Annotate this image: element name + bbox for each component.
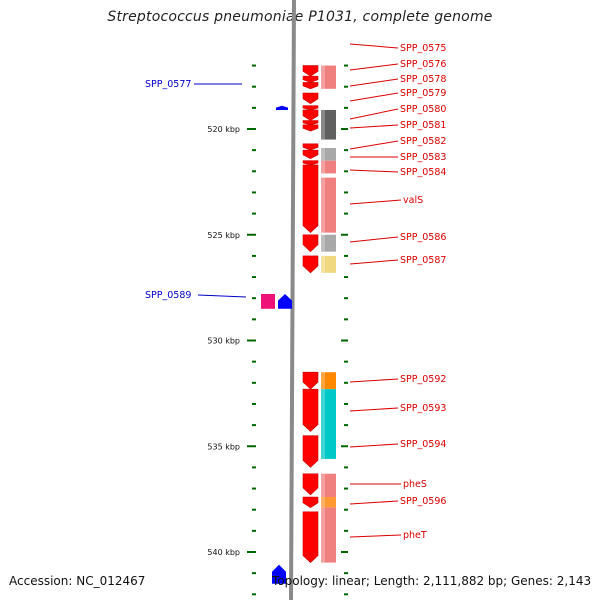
- accession-text: Accession: NC_012467: [9, 574, 146, 588]
- forward-gene-arrow: [302, 75, 319, 83]
- forward-gene-arrow: [302, 143, 319, 151]
- gene-label[interactable]: pheS: [403, 479, 427, 490]
- feature-block: [321, 507, 336, 563]
- gene-label[interactable]: SPP_0596: [400, 496, 446, 507]
- gene-labels[interactable]: SPP_0575 SPP_0576 SPP_0578 SPP_0579 SPP_0580…: [145, 43, 446, 541]
- forward-gene-arrow: [302, 164, 319, 234]
- gene-label[interactable]: SPP_0580: [400, 104, 446, 115]
- forward-gene-arrow: [302, 65, 319, 77]
- feature-block-highlight: [321, 234, 325, 252]
- gene-label[interactable]: SPP_0592: [400, 374, 446, 385]
- label-leader-line: [349, 124, 399, 129]
- label-leader-line: [349, 534, 402, 538]
- forward-gene-arrow: [302, 82, 319, 90]
- gene-label[interactable]: SPP_0582: [400, 136, 446, 147]
- label-leader-line: [349, 108, 399, 120]
- gene-label[interactable]: SPP_0575: [400, 43, 446, 54]
- forward-gene-arrow: [302, 234, 319, 253]
- forward-gene-arrow: [302, 105, 319, 111]
- feature-block-highlight: [321, 177, 325, 233]
- forward-gene-arrow: [302, 511, 319, 563]
- forward-gene-arrow: [302, 109, 319, 121]
- reverse-feature-block: [261, 293, 275, 309]
- gene-label[interactable]: SPP_0589: [145, 290, 191, 301]
- forward-gene-arrow: [302, 124, 319, 132]
- label-leader-line: [349, 199, 402, 205]
- genome-title: Streptococcus pneumoniae P1031, complete…: [107, 9, 493, 25]
- feature-block: [321, 497, 336, 508]
- gene-label[interactable]: SPP_0576: [400, 59, 446, 70]
- feature-block-highlight: [321, 65, 325, 89]
- scale-ruler: 520 kbp 525 kbp 530 kbp 535 kbp 540 kbp: [207, 64, 348, 596]
- forward-gene-arrow: [302, 149, 319, 159]
- scale-label: 540 kbp: [207, 548, 240, 557]
- gene-label[interactable]: SPP_0578: [400, 74, 446, 85]
- feature-block: [321, 389, 336, 459]
- forward-gene-arrow: [302, 160, 319, 166]
- gene-label[interactable]: SPP_0581: [400, 120, 446, 131]
- feature-block: [321, 148, 336, 161]
- label-leader-line: [349, 259, 399, 265]
- feature-block-highlight: [321, 497, 325, 508]
- gene-label[interactable]: pheT: [403, 530, 427, 541]
- scale-label: 535 kbp: [207, 442, 240, 451]
- feature-block: [321, 109, 336, 140]
- label-leader-line: [349, 92, 399, 102]
- feature-block: [321, 473, 336, 498]
- forward-gene-arrow: [302, 120, 319, 126]
- forward-gene-arrow: [302, 255, 319, 274]
- forward-gene-arrow: [302, 496, 319, 508]
- reverse-gene-arrow: [278, 293, 292, 309]
- feature-block-highlight: [321, 389, 325, 459]
- gene-label[interactable]: SPP_0579: [400, 88, 446, 99]
- gene-label[interactable]: SPP_0587: [400, 255, 446, 266]
- topology-text: Topology: linear; Length: 2,111,882 bp; …: [272, 574, 592, 588]
- label-leader-line: [349, 140, 399, 150]
- feature-block: [321, 160, 336, 174]
- label-leader-line: [349, 169, 399, 173]
- label-leader-line: [349, 78, 399, 87]
- feature-block: [321, 372, 336, 390]
- label-leader-line: [349, 43, 399, 49]
- label-leader-line: [349, 443, 399, 448]
- feature-block: [321, 177, 336, 233]
- feature-block-highlight: [321, 507, 325, 563]
- label-leader-line: [349, 378, 399, 383]
- gene-label[interactable]: valS: [403, 195, 423, 206]
- scale-label: 520 kbp: [207, 125, 240, 134]
- label-leader-line: [349, 500, 399, 505]
- feature-block: [321, 65, 336, 89]
- reverse-gene-arrow: [272, 564, 286, 584]
- backbone-line: [289, 0, 296, 600]
- feature-block-highlight: [321, 372, 325, 390]
- gene-label[interactable]: SPP_0593: [400, 403, 446, 414]
- feature-block: [321, 255, 336, 273]
- gene-label[interactable]: SPP_0583: [400, 152, 446, 163]
- gene-label[interactable]: SPP_0594: [400, 439, 446, 450]
- label-leader-line: [349, 63, 399, 71]
- feature-block-highlight: [321, 109, 325, 140]
- gene-label[interactable]: SPP_0584: [400, 167, 446, 178]
- forward-gene-arrow: [302, 388, 319, 432]
- scale-label: 530 kbp: [207, 337, 240, 346]
- scale-label: 525 kbp: [207, 231, 240, 240]
- forward-gene-arrow: [302, 473, 319, 496]
- feature-block: [321, 234, 336, 252]
- gene-label[interactable]: SPP_0586: [400, 232, 446, 243]
- forward-gene-arrow: [302, 371, 319, 390]
- gene-label[interactable]: SPP_0577: [145, 79, 191, 90]
- label-leader-line: [349, 236, 399, 243]
- forward-gene-arrow: [302, 92, 319, 104]
- feature-block-highlight: [321, 148, 325, 161]
- feature-block-highlight: [321, 160, 325, 174]
- reverse-gene-arrow: [276, 105, 288, 110]
- forward-gene-arrow: [302, 435, 319, 468]
- label-leader-line: [197, 294, 247, 298]
- label-leader-line: [349, 407, 399, 412]
- sequence-backbone: [289, 0, 296, 600]
- feature-block-highlight: [321, 473, 325, 498]
- gene-track[interactable]: [261, 65, 336, 584]
- feature-block-highlight: [321, 255, 325, 273]
